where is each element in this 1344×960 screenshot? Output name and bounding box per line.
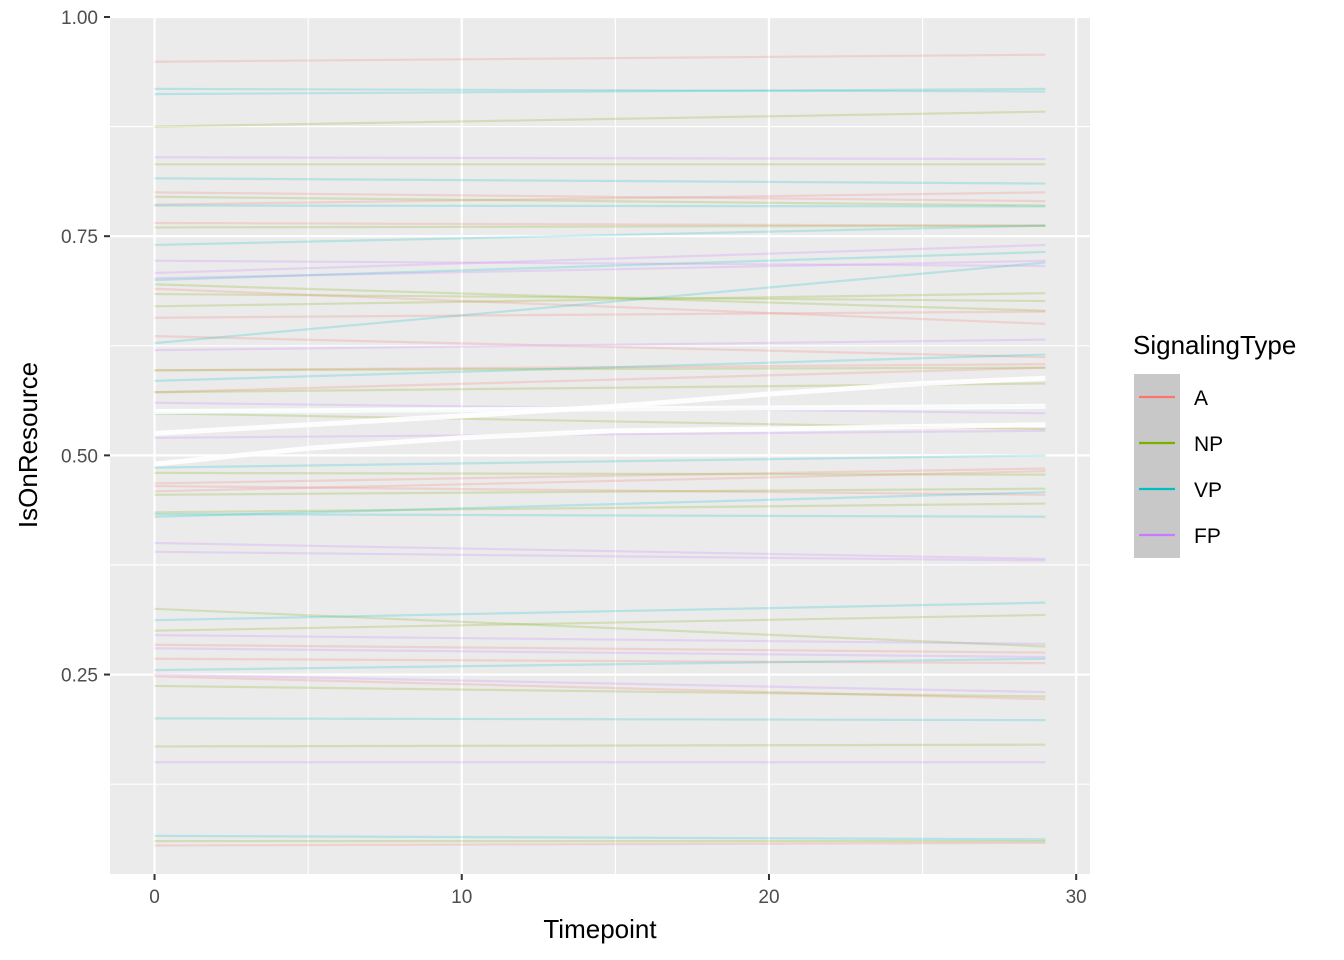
series-line-vp — [154, 177, 1046, 185]
y-tick-label: 0.50 — [61, 446, 98, 467]
x-tick-label: 30 — [1066, 887, 1087, 908]
series-line-np — [154, 292, 1046, 303]
y-tick-label: 0.25 — [61, 666, 98, 687]
series-line-fp — [154, 647, 1046, 659]
series-line-a — [154, 191, 1046, 203]
series-line-vp — [154, 834, 1046, 841]
series-line-fp — [154, 259, 1046, 268]
trend-line — [154, 422, 1046, 467]
series-line-fp — [154, 550, 1046, 562]
series-line-a — [154, 363, 1046, 372]
legend-key-background — [1134, 374, 1180, 558]
major-gridlines — [110, 15, 1090, 874]
series-line-vp — [154, 353, 1046, 382]
x-tick-label: 0 — [149, 887, 160, 908]
trend-line — [154, 403, 1046, 414]
series-line-np — [154, 224, 1046, 229]
series-line-vp — [154, 87, 1046, 93]
legend-title: SignalingType — [1133, 330, 1296, 360]
legend: SignalingType A NP VP FP — [1133, 330, 1296, 558]
series-line-vp — [154, 513, 1046, 518]
series-line-vp — [154, 657, 1046, 672]
legend-label-fp: FP — [1194, 525, 1221, 548]
x-axis-title: Timepoint — [543, 914, 657, 944]
y-tick-label: 1.00 — [61, 8, 98, 29]
series-line-a — [154, 675, 1046, 701]
series-line-vp — [154, 601, 1046, 622]
legend-label-a: A — [1194, 387, 1208, 410]
series-line-vp — [154, 491, 1046, 518]
series-line-a — [154, 221, 1046, 227]
series-line-np — [154, 684, 1046, 698]
minor-gridlines — [110, 17, 1090, 874]
x-tick-label: 20 — [758, 887, 779, 908]
series-line-fp — [154, 633, 1046, 645]
series-line-vp — [154, 224, 1046, 247]
series-line-a — [154, 470, 1046, 493]
legend-label-np: NP — [1194, 433, 1223, 456]
series-line-np — [154, 195, 1046, 207]
series-line-a — [154, 841, 1046, 847]
series-line-np — [154, 366, 1046, 372]
trend-lines — [154, 375, 1046, 467]
series-line-fp — [154, 156, 1046, 161]
series-line-vp — [154, 454, 1046, 469]
series-line-vp — [154, 87, 1046, 96]
series-line-a — [154, 366, 1046, 394]
series-line-vp — [154, 261, 1046, 345]
series-line-a — [154, 484, 1046, 496]
series-line-fp — [154, 673, 1046, 694]
series-line-np — [154, 613, 1046, 632]
y-tick-label: 0.75 — [61, 227, 98, 248]
series-line-a — [154, 191, 1046, 206]
panel-background — [110, 17, 1090, 874]
series-line-np — [154, 110, 1046, 128]
series-line-vp — [154, 250, 1046, 282]
series-line-a — [154, 643, 1046, 654]
series-line-a — [154, 335, 1046, 359]
series-line-fp — [154, 541, 1046, 560]
y-axis: 0.25 0.50 0.75 1.00 — [61, 8, 110, 687]
series-line-np — [154, 743, 1046, 748]
series-line-a — [154, 53, 1046, 63]
series-line-np — [154, 487, 1046, 496]
legend-label-vp: VP — [1194, 479, 1222, 502]
series-line-a — [154, 287, 1046, 325]
series-line-fp — [154, 243, 1046, 275]
series-line-fp — [154, 338, 1046, 352]
series-line-a — [154, 310, 1046, 319]
x-axis: 0 10 20 30 — [149, 874, 1087, 908]
x-tick-label: 10 — [451, 887, 472, 908]
series-line-fp — [154, 259, 1046, 280]
y-axis-title: IsOnResource — [13, 362, 43, 528]
series-line-a — [154, 467, 1046, 485]
series-line-np — [154, 502, 1046, 514]
series-line-np — [154, 607, 1046, 648]
trend-line — [154, 375, 1046, 436]
series-line-vp — [154, 717, 1046, 722]
series-line-np — [154, 292, 1046, 308]
series-line-np — [154, 283, 1046, 312]
series-line-vp — [154, 204, 1046, 208]
series-line-fp — [154, 429, 1046, 439]
series-line-a — [154, 657, 1046, 665]
series-line-np — [154, 471, 1046, 476]
